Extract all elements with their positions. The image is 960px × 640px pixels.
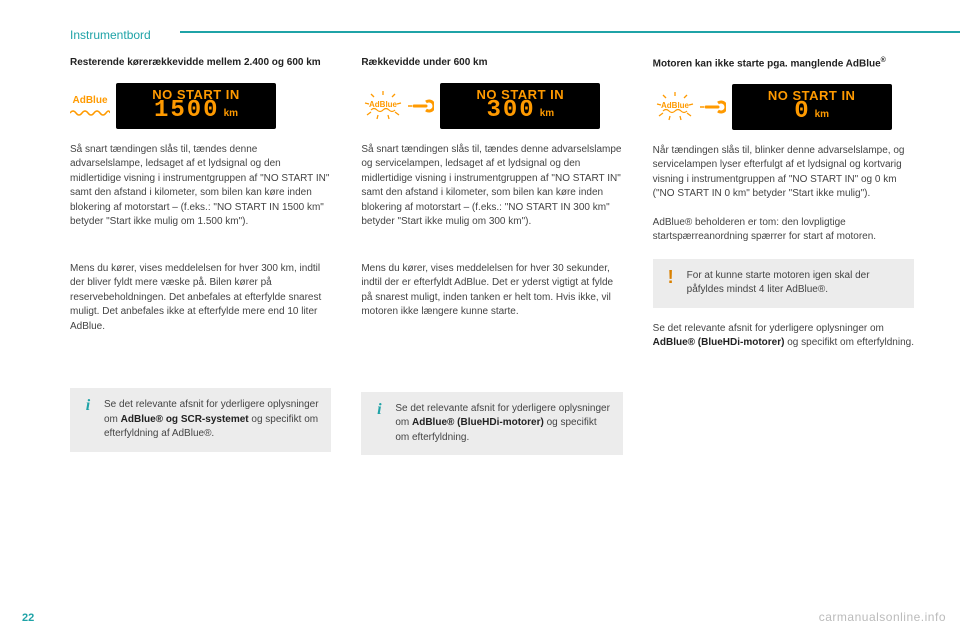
info-bold: AdBlue® og SCR-systemet xyxy=(121,414,249,425)
lcd-display: NO START IN 0 km xyxy=(732,84,892,130)
col2-display: AdBlue NO START IN 300 km xyxy=(361,83,622,129)
adblue-burst-icon: AdBlue xyxy=(653,92,726,122)
adblue-label: AdBlue xyxy=(73,95,108,106)
col1-info-box: i Se det relevante afsnit for yderligere… xyxy=(70,388,331,452)
page-number: 22 xyxy=(22,612,34,624)
col2-info-box: i Se det relevante afsnit for yderligere… xyxy=(361,392,622,456)
col1-display: AdBlue NO START IN 1500 km xyxy=(70,83,331,129)
lcd-value: 0 xyxy=(794,100,810,124)
info-icon: i xyxy=(80,398,96,414)
col3-display: AdBlue NO START IN 0 km xyxy=(653,84,914,130)
col2-title: Rækkevidde under 600 km xyxy=(361,56,622,71)
col1-para2: Mens du kører, vises meddelelsen for hve… xyxy=(70,262,331,335)
col3-para3: Se det relevante afsnit for yderligere o… xyxy=(653,322,914,351)
lcd-unit: km xyxy=(224,109,238,119)
wrench-icon xyxy=(700,98,726,116)
info-text: Se det relevante afsnit for yderligere o… xyxy=(395,403,610,443)
lcd-unit: km xyxy=(815,110,829,120)
title-pre: Motoren kan ikke starte pga. manglende A… xyxy=(653,58,881,69)
col3-title: Motoren kan ikke starte pga. manglende A… xyxy=(653,56,914,72)
warn-icon: ! xyxy=(663,269,679,285)
col2-para2: Mens du kører, vises meddelelsen for hve… xyxy=(361,262,622,320)
adblue-burst-icon: AdBlue xyxy=(361,91,434,121)
lcd-display: NO START IN 1500 km xyxy=(116,83,276,129)
info-text: Se det relevante afsnit for yderligere o… xyxy=(104,399,319,439)
svg-text:AdBlue: AdBlue xyxy=(661,101,690,110)
header-rule xyxy=(180,31,960,33)
column-2: Rækkevidde under 600 km AdBlue xyxy=(361,56,622,455)
watermark: carmanualsonline.info xyxy=(819,610,946,624)
p3-bold: AdBlue® (BlueHDi-motorer) xyxy=(653,337,785,348)
svg-text:AdBlue: AdBlue xyxy=(369,100,398,109)
col3-para2: AdBlue® beholderen er tom: den lovpligti… xyxy=(653,216,914,245)
title-sup: ® xyxy=(881,57,886,64)
col1-para1: Så snart tændingen slås til, tændes denn… xyxy=(70,143,331,230)
lcd-display: NO START IN 300 km xyxy=(440,83,600,129)
adblue-icon: AdBlue xyxy=(70,94,110,117)
col2-para1: Så snart tændingen slås til, tændes denn… xyxy=(361,143,622,230)
lcd-unit: km xyxy=(540,109,554,119)
column-1: Resterende kørerækkevidde mellem 2.400 o… xyxy=(70,56,331,455)
info-icon: i xyxy=(371,402,387,418)
wrench-icon xyxy=(408,97,434,115)
p3-pre: Se det relevante afsnit for yderligere o… xyxy=(653,323,884,334)
col3-warn-box: ! For at kunne starte motoren igen skal … xyxy=(653,259,914,308)
col1-title: Resterende kørerækkevidde mellem 2.400 o… xyxy=(70,56,331,71)
lcd-value: 300 xyxy=(486,99,535,123)
lcd-value: 1500 xyxy=(154,99,220,123)
info-bold: AdBlue® (BlueHDi-motorer) xyxy=(412,417,544,428)
warn-text: For at kunne starte motoren igen skal de… xyxy=(687,270,870,296)
column-3: Motoren kan ikke starte pga. manglende A… xyxy=(653,56,914,455)
col3-para1: Når tændingen slås til, blinker denne ad… xyxy=(653,144,914,202)
p3-post: og specifikt om efterfyldning. xyxy=(784,337,914,348)
